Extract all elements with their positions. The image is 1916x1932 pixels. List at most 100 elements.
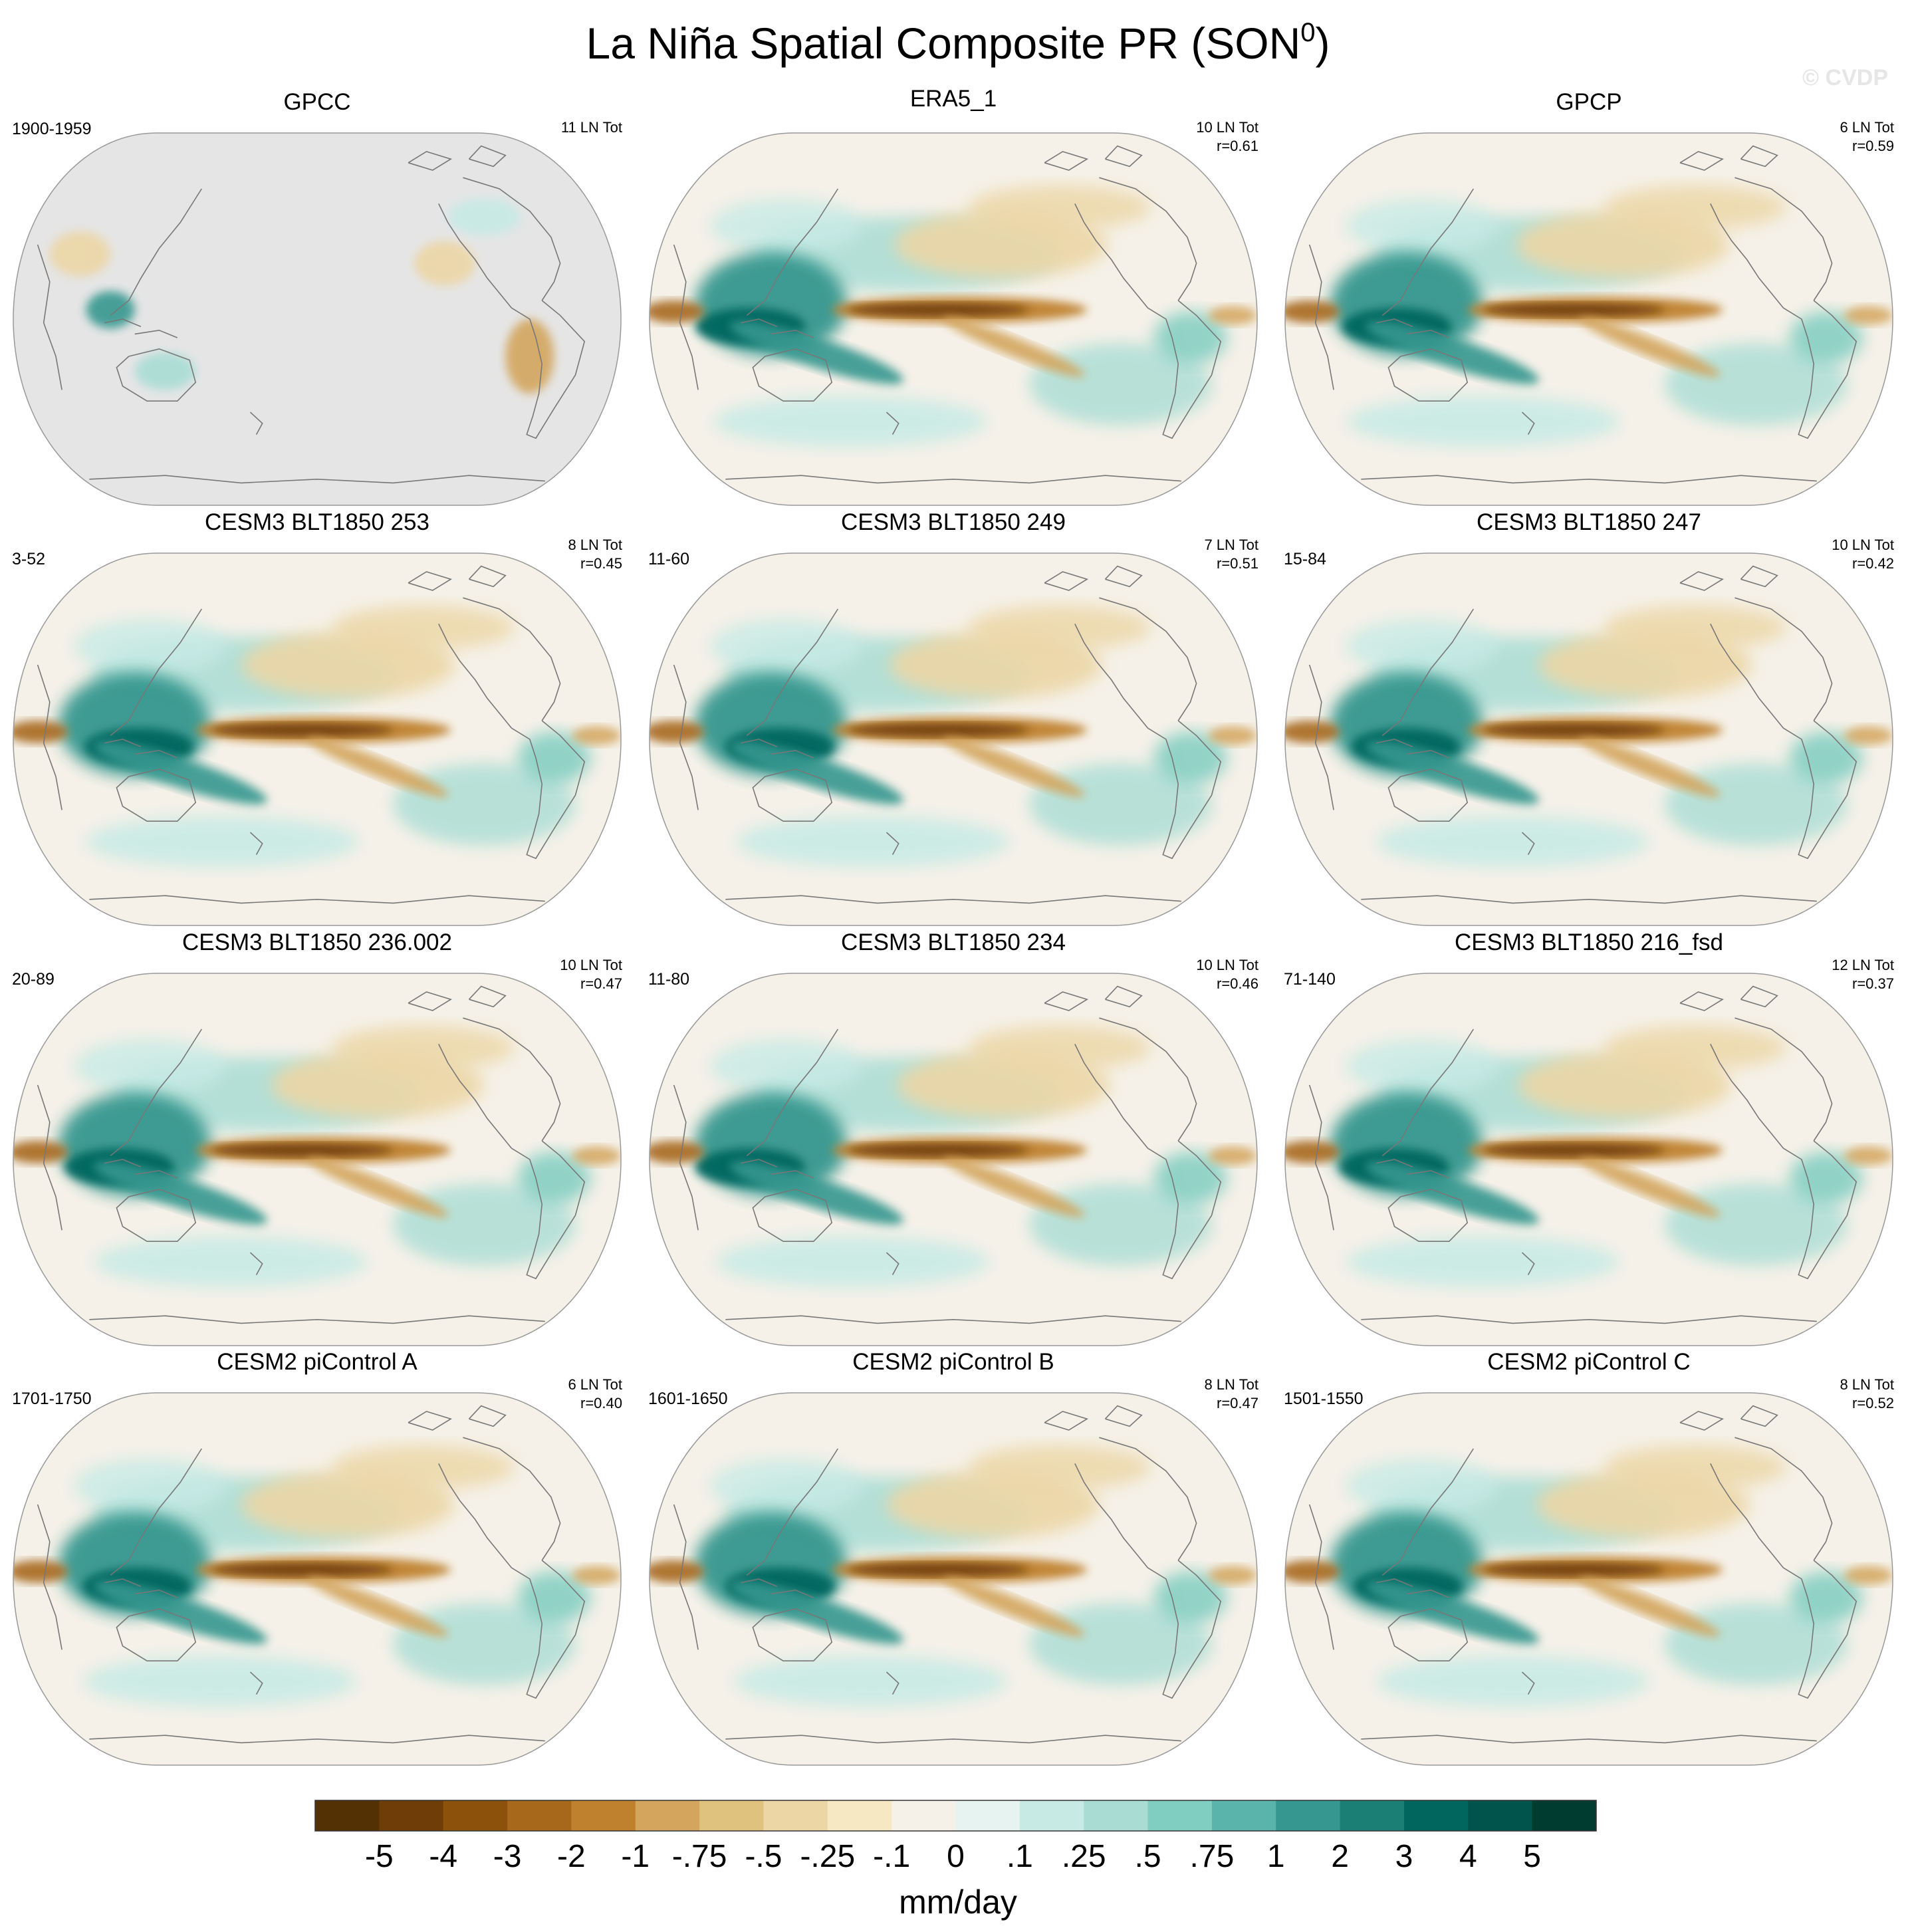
- coastline: [249, 1252, 263, 1275]
- coastline: [468, 565, 507, 588]
- coastline: [1376, 1159, 1413, 1167]
- panel-period: 3-52: [12, 550, 45, 568]
- panel-title: CESM2 piControl C: [1487, 1349, 1690, 1375]
- coastline: [511, 1140, 586, 1280]
- colorbar-swatch: [1403, 1800, 1469, 1831]
- coastline: [1387, 348, 1469, 402]
- coastline: [740, 739, 778, 747]
- coastline: [463, 1437, 561, 1561]
- panel: CESM3 BLT1850 216_fsd 71-140 12 LN Tot r=0.…: [1284, 929, 1894, 1346]
- coastline: [37, 1084, 62, 1231]
- coastline: [1783, 1560, 1857, 1699]
- colorbar-swatch: [827, 1800, 892, 1831]
- coastline: [771, 329, 814, 338]
- coastline: [1710, 1463, 1784, 1568]
- panel-event-count: 11 LN Tot: [561, 119, 622, 136]
- coastline: [134, 1589, 178, 1598]
- panel-event-count: 10 LN Tot: [1196, 957, 1258, 973]
- coastline: [134, 329, 178, 338]
- map-outline: [1284, 552, 1893, 926]
- map-field: [13, 133, 621, 505]
- coastline: [1381, 608, 1474, 737]
- panel-correlation: r=0.40: [580, 1395, 622, 1411]
- panel: GPCC 1900-1959 11 LN Tot: [12, 89, 622, 506]
- colorbar-tick-label: .5: [1135, 1839, 1161, 1874]
- coastline: [1308, 664, 1334, 810]
- coastline: [1710, 624, 1784, 729]
- coastline: [886, 1671, 899, 1695]
- coastline: [746, 1028, 838, 1157]
- map-field: [13, 553, 621, 925]
- panel-event-count: 12 LN Tot: [1832, 957, 1894, 973]
- coastline: [752, 1188, 833, 1242]
- coastline: [752, 768, 833, 822]
- panel-correlation: r=0.37: [1852, 975, 1894, 992]
- colorbar-swatch: [379, 1800, 444, 1831]
- colorbar-swatch: [507, 1800, 572, 1831]
- coastline: [725, 1315, 1181, 1324]
- coastline: [673, 244, 699, 390]
- coastline: [468, 145, 507, 168]
- coastline: [1044, 571, 1089, 591]
- panel-event-count: 7 LN Tot: [1204, 537, 1258, 553]
- coastline: [37, 244, 62, 390]
- panel-correlation: r=0.46: [1217, 975, 1258, 992]
- coastline: [771, 749, 814, 759]
- coastline: [1387, 768, 1469, 822]
- coastline: [116, 348, 197, 402]
- coastline: [89, 475, 545, 484]
- coastline: [1710, 1044, 1784, 1149]
- coastline: [116, 1608, 197, 1661]
- coastline: [438, 1463, 513, 1568]
- panel-event-count: 8 LN Tot: [1204, 1376, 1258, 1393]
- coastline: [673, 1084, 699, 1231]
- colorbar-tick-label: -1: [621, 1839, 650, 1874]
- coastline: [1521, 1252, 1535, 1275]
- colorbar-swatch: [1276, 1800, 1341, 1831]
- coastline: [886, 412, 899, 435]
- coastline: [752, 348, 833, 402]
- coastline: [1376, 739, 1413, 747]
- panel-period: 1900-1959: [12, 120, 92, 138]
- panels-grid: GPCC 1900-1959 11 LN Tot ERA5_1 10 LN Tot r=0…: [12, 86, 1894, 1766]
- panel-correlation: r=0.51: [1217, 555, 1258, 572]
- coastline: [89, 1315, 545, 1324]
- coastline: [673, 664, 699, 810]
- colorbar-swatch: [1019, 1800, 1084, 1831]
- colorbar-tick-label: -5: [365, 1839, 394, 1874]
- coastline: [468, 1405, 507, 1427]
- coastline: [511, 300, 586, 439]
- colorbar-swatch: [1147, 1800, 1213, 1831]
- coastline: [725, 475, 1181, 484]
- coastline: [463, 1017, 561, 1142]
- coastline: [1783, 720, 1857, 860]
- map-field: [1285, 133, 1893, 505]
- panel-title: CESM2 piControl A: [217, 1349, 418, 1375]
- coastline: [1147, 1560, 1222, 1699]
- colorbar-tick-label: -.25: [800, 1839, 855, 1874]
- panel-correlation: r=0.47: [580, 975, 622, 992]
- coastline: [1783, 1140, 1857, 1280]
- coastline: [1406, 1589, 1450, 1598]
- colorbar-tick-label: -3: [493, 1839, 522, 1874]
- panel-title: CESM3 BLT1850 247: [1477, 509, 1701, 535]
- coastline: [134, 1169, 178, 1179]
- coastline: [1361, 475, 1817, 484]
- colorbar-swatch: [315, 1800, 380, 1831]
- panel-period: 1701-1750: [12, 1389, 92, 1408]
- coastline: [104, 739, 142, 747]
- coastline: [886, 1252, 899, 1275]
- coastline: [1044, 991, 1089, 1011]
- coastline: [1783, 300, 1857, 439]
- coastline: [1376, 318, 1413, 327]
- map-field: [650, 553, 1257, 925]
- colorbar-tick-label: -4: [429, 1839, 457, 1874]
- colorbar-tick-label: -.75: [672, 1839, 727, 1874]
- colorbar-tick-label: -2: [557, 1839, 586, 1874]
- coastline: [1521, 412, 1535, 435]
- panel: ERA5_1 10 LN Tot r=0.61: [649, 86, 1258, 506]
- colorbar-swatch: [955, 1800, 1020, 1831]
- coastline: [438, 203, 513, 308]
- map-outline: [1284, 1392, 1893, 1766]
